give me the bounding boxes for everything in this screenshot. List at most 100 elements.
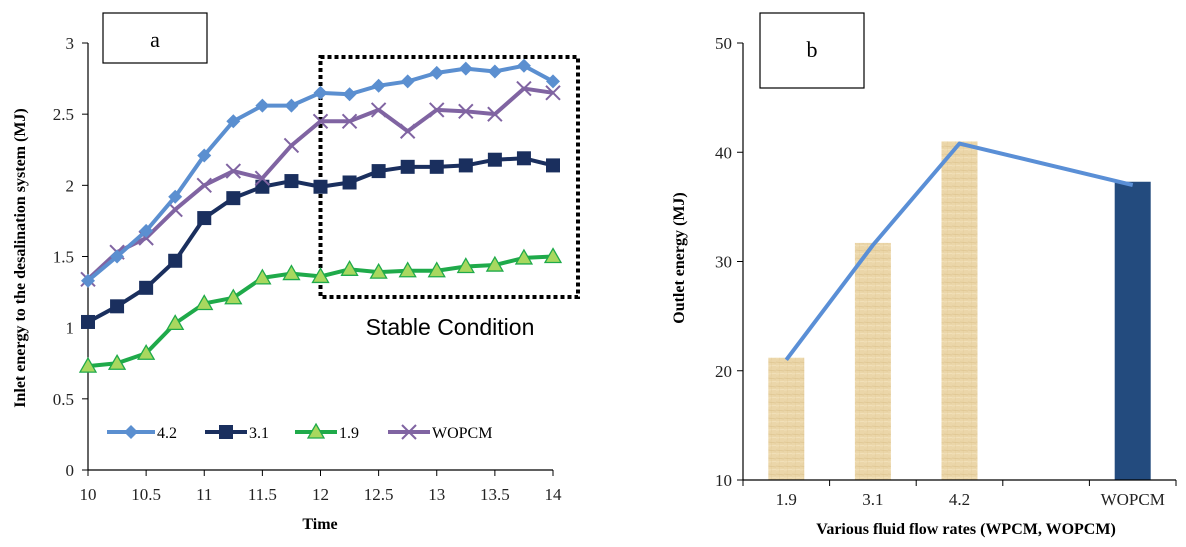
bar-4.2 <box>941 141 978 480</box>
legend-label: 4.2 <box>157 425 177 442</box>
data-point-3.1 <box>371 164 386 179</box>
data-point-1.9 <box>107 353 127 370</box>
data-point-WOPCM <box>487 106 503 122</box>
data-point-1.9 <box>485 255 504 272</box>
data-point-1.9 <box>456 257 475 274</box>
data-point-WOPCM-stroke <box>370 102 387 118</box>
x-tick-label: 13 <box>428 485 445 504</box>
trend-line <box>784 141 1134 362</box>
y-tick-label: 10 <box>715 471 732 490</box>
stable-condition-label: Stable Condition <box>366 314 535 340</box>
data-point-3.1 <box>168 253 183 268</box>
data-point-1.9 <box>224 288 243 305</box>
data-point-4.2 <box>255 98 270 113</box>
panel-a-label: a <box>150 27 160 52</box>
data-point-4.2 <box>226 114 241 129</box>
series-4.2 <box>81 58 560 288</box>
data-point-4.2 <box>458 61 473 76</box>
x-tick-label: 11.5 <box>248 485 277 504</box>
x-tick-label: 11 <box>196 485 212 504</box>
y-tick-label: 0.5 <box>53 390 74 409</box>
legend-marker-4.2 <box>124 425 138 439</box>
data-point-4.2 <box>81 273 95 288</box>
y-tick-label: 20 <box>715 362 732 381</box>
data-point-WOPCM-stroke <box>254 170 271 186</box>
x-tick-label: 14 <box>545 485 563 504</box>
data-point-WOPCM-stroke <box>196 177 212 194</box>
data-point-4.2 <box>546 74 560 89</box>
data-point-1.9 <box>166 314 185 331</box>
data-point-3.1 <box>400 159 415 174</box>
data-point-1.9 <box>311 267 330 284</box>
legend-marker-WOPCM-stroke <box>401 424 417 440</box>
x-tick-label: 10.5 <box>131 485 161 504</box>
data-point-4.2 <box>371 78 386 93</box>
data-point-3.1 <box>342 175 357 190</box>
data-point-WOPCM <box>370 102 387 118</box>
data-point-3.1 <box>516 151 531 166</box>
data-point-1.9 <box>137 343 156 360</box>
data-point-WOPCM-stroke <box>225 163 242 179</box>
data-point-3.1 <box>81 314 95 329</box>
chart-b-bars <box>768 141 1151 480</box>
x-category-label: 3.1 <box>862 490 883 509</box>
chart-b-trend-line <box>784 141 1134 362</box>
data-point-4.2 <box>313 85 328 100</box>
data-point-WOPCM-stroke <box>458 103 474 120</box>
x-tick-label: 10 <box>80 485 97 504</box>
legend-marker-1.9 <box>306 422 326 439</box>
panel-a-label-box: a <box>102 12 208 64</box>
data-point-WOPCM <box>516 80 532 97</box>
data-point-3.1 <box>487 152 502 167</box>
chart-a-series <box>78 58 563 373</box>
series-3.1 <box>81 151 560 329</box>
outlet-energy-bar-chart: 10 20 30 40 50 1.9 3.1 4.2 WOPCM b Various fluid… <box>671 12 1177 538</box>
data-point-WOPCM-stroke <box>429 102 445 118</box>
data-point-3.1 <box>139 280 154 295</box>
data-point-3.1 <box>313 179 328 194</box>
data-point-1.9 <box>369 262 388 279</box>
chart-a-xlabel: Time <box>302 516 337 533</box>
legend-label: 1.9 <box>339 425 359 442</box>
chart-a-legend: 4.2 3.1 1.9 WOPCM <box>107 422 492 442</box>
data-point-4.2 <box>197 148 212 163</box>
data-point-3.1 <box>226 191 241 206</box>
data-point-4.2 <box>342 87 357 102</box>
y-tick-label: 50 <box>715 34 732 53</box>
data-point-WOPCM-stroke <box>487 106 503 122</box>
data-point-1.9 <box>398 261 417 278</box>
bar-WOPCM <box>1114 181 1151 480</box>
data-point-3.1 <box>429 159 444 174</box>
data-point-4.2 <box>429 65 444 80</box>
data-point-WOPCM-stroke <box>138 230 154 246</box>
data-point-1.9 <box>282 264 301 281</box>
data-point-WOPCM <box>341 113 358 129</box>
series-WOPCM <box>80 80 561 287</box>
data-point-WOPCM <box>254 170 271 186</box>
data-point-1.9 <box>340 259 359 276</box>
stable-condition-annotation <box>318 55 580 299</box>
chart-b-ylabel: Outlet energy (MJ) <box>671 192 688 324</box>
y-tick-label: 1.5 <box>53 248 74 267</box>
data-point-WOPCM-stroke <box>312 113 329 129</box>
data-point-1.9 <box>78 356 98 373</box>
data-point-3.1 <box>110 299 125 314</box>
data-point-4.2 <box>284 98 299 113</box>
data-point-4.2 <box>400 74 415 89</box>
data-point-3.1 <box>284 174 299 189</box>
chart-b-xlabel: Various fluid flow rates (WPCM, WOPCM) <box>816 521 1116 538</box>
data-point-WOPCM <box>429 102 445 118</box>
data-point-1.9 <box>543 247 563 264</box>
y-tick-label: 1 <box>66 319 75 338</box>
data-point-4.2 <box>487 64 502 79</box>
data-point-1.9 <box>195 294 214 311</box>
y-tick-label: 40 <box>715 143 732 162</box>
data-point-4.2 <box>110 249 125 264</box>
y-tick-label: 0 <box>66 461 75 480</box>
series-1.9 <box>78 247 563 373</box>
data-point-WOPCM-stroke <box>399 123 416 139</box>
x-tick-label: 13.5 <box>480 485 510 504</box>
